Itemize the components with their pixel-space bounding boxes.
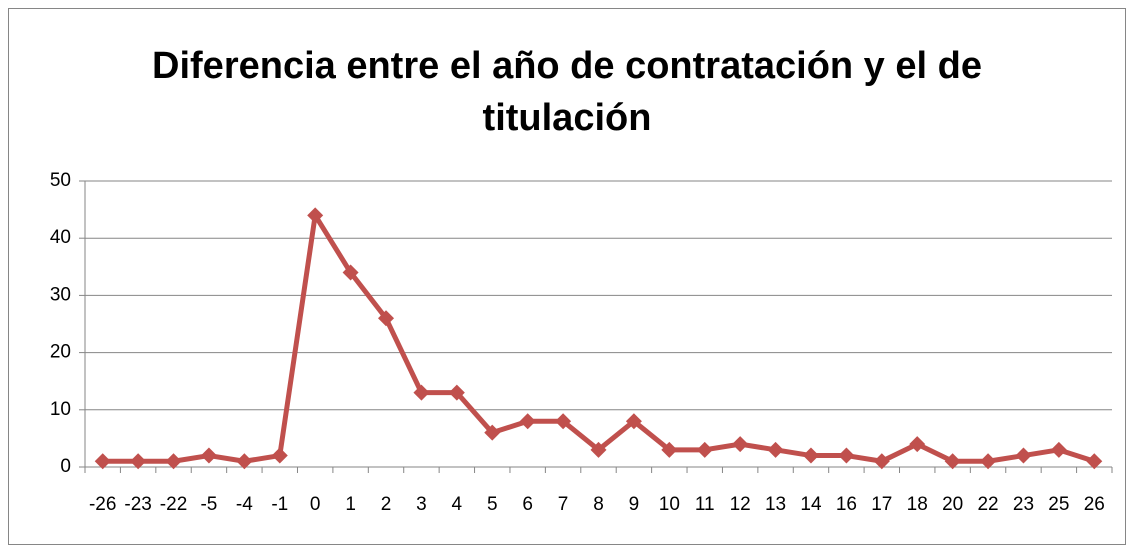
marker [94,453,111,470]
marker [1050,441,1067,458]
marker [1086,453,1103,470]
x-tick-label: -22 [160,494,187,515]
x-tick-label: 4 [452,494,463,515]
x-tick-label: -5 [200,494,217,515]
chart-frame [8,8,1126,545]
marker [802,447,819,464]
x-tick-label: 26 [1084,494,1105,515]
marker [838,447,855,464]
x-tick-label: -23 [124,494,151,515]
marker [555,413,572,430]
marker [980,453,997,470]
marker [413,384,430,401]
x-tick-label: -26 [89,494,116,515]
y-tick-label: 0 [60,456,71,477]
y-tick-label: 40 [50,227,71,248]
x-tick-label: -1 [271,494,288,515]
x-tick-label: 18 [907,494,928,515]
x-tick-label: 8 [593,494,604,515]
marker [873,453,890,470]
x-tick-label: 3 [416,494,427,515]
marker [200,447,217,464]
x-tick-label: 11 [695,494,715,515]
y-tick-label: 50 [50,170,71,191]
y-tick-label: 20 [50,342,71,363]
marker [590,441,607,458]
marker [307,207,324,224]
x-tick-label: 6 [522,494,533,515]
marker [944,453,961,470]
x-tick-label: 17 [871,494,892,515]
marker [484,424,501,441]
series-line [102,212,1096,464]
chart-title: Diferencia entre el año de contratación … [152,45,982,139]
marker [696,441,713,458]
marker [448,384,465,401]
x-tick-label: 5 [487,494,498,515]
x-tick-label: 23 [1013,494,1034,515]
marker [342,264,359,281]
x-tick-label: 14 [800,494,822,515]
x-tick-label: 0 [310,494,321,515]
marker [767,441,784,458]
marker [236,453,253,470]
marker [909,436,926,453]
y-tick-label: 10 [50,399,71,420]
marker [519,413,536,430]
x-tick-label: 20 [942,494,963,515]
x-tick-label: 10 [659,494,680,515]
x-tick-label: 12 [730,494,751,515]
x-tick-label: 22 [977,494,998,515]
marker [271,447,288,464]
x-tick-label: 13 [765,494,786,515]
marker [661,441,678,458]
marker [378,310,395,327]
y-tick-label: 30 [50,284,71,305]
marker [732,436,749,453]
x-tick-label: 16 [836,494,857,515]
marker [130,453,147,470]
x-tick-label: -4 [236,494,253,515]
x-tick-label: 1 [345,494,356,515]
x-tick-label: 9 [629,494,640,515]
x-tick-label: 25 [1048,494,1069,515]
marker [165,453,182,470]
x-tick-label: 7 [558,494,569,515]
x-tick-label: 2 [381,494,392,515]
marker [1015,447,1032,464]
marker [625,413,642,430]
